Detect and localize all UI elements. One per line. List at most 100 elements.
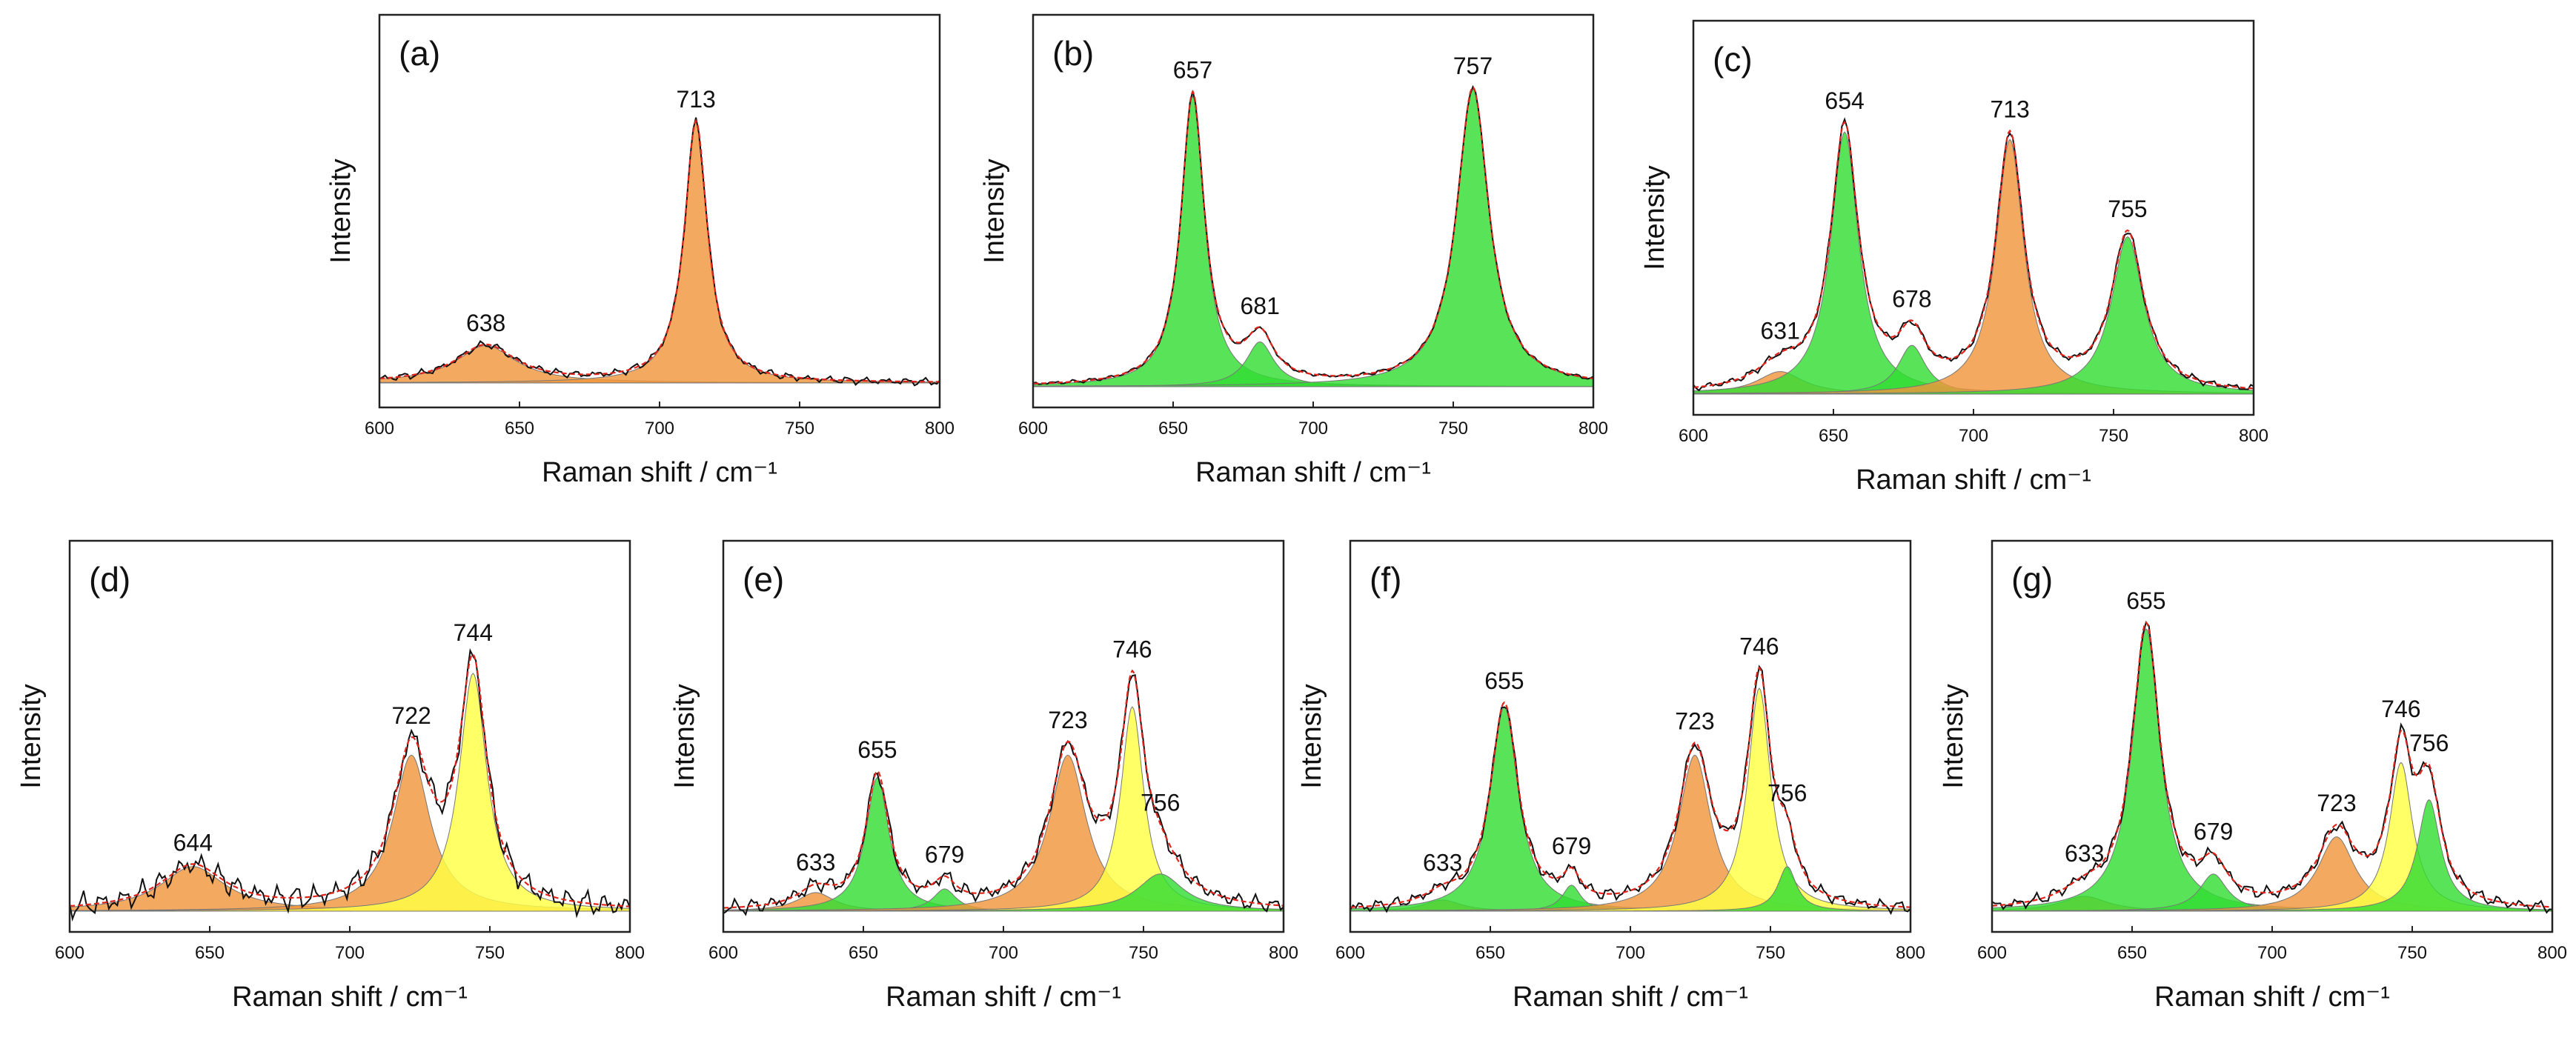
x-tick-label: 700 xyxy=(1298,419,1328,439)
x-tick-label: 600 xyxy=(1977,943,2007,963)
peak-fill xyxy=(1991,627,2553,912)
peak-label: 644 xyxy=(173,829,213,856)
fitted-envelope xyxy=(1991,621,2553,908)
plot-frame xyxy=(68,539,631,933)
x-axis-title: Raman shift / cm⁻¹ xyxy=(2154,982,2390,1013)
peak-fill xyxy=(1350,706,1911,912)
x-tick-label: 600 xyxy=(1679,426,1708,446)
peak-label: 679 xyxy=(925,842,964,868)
measured-spectrum xyxy=(723,673,1284,916)
peak-label: 657 xyxy=(1173,57,1212,84)
x-tick-label: 800 xyxy=(2537,943,2567,963)
x-tick-label: 600 xyxy=(365,419,394,439)
panel-2: 657 681 757 (b) 600 650 700 750 800 Raman shift /… xyxy=(979,13,1608,488)
y-axis-title: Intensity xyxy=(669,684,700,789)
panel-label: (c) xyxy=(1713,40,1753,79)
peak-label: 633 xyxy=(1423,850,1462,876)
peak-label: 713 xyxy=(676,86,715,113)
peak-label: 681 xyxy=(1240,293,1279,319)
peak-label: 655 xyxy=(2126,587,2165,614)
peak-fill xyxy=(1350,687,1911,912)
peak-label: 633 xyxy=(2065,840,2104,867)
panel-label: (b) xyxy=(1052,34,1094,73)
y-axis-title: Intensity xyxy=(1938,684,1969,789)
peak-label: 655 xyxy=(1484,667,1524,694)
plot-frame xyxy=(1991,539,2554,933)
x-tick-label: 750 xyxy=(1129,943,1158,963)
peak-label: 746 xyxy=(1112,636,1152,662)
x-tick-label: 650 xyxy=(1475,943,1505,963)
x-tick-label: 800 xyxy=(615,943,645,963)
fitted-envelope xyxy=(379,119,940,383)
peak-fill xyxy=(69,673,631,912)
peak-label: 631 xyxy=(1760,317,1799,344)
x-tick-label: 600 xyxy=(1018,419,1048,439)
peak-label: 756 xyxy=(1767,779,1807,806)
x-tick-label: 750 xyxy=(2397,943,2427,963)
peak-label: 678 xyxy=(1892,286,1931,313)
peak-fill xyxy=(1693,236,2254,395)
panel-5: 633 655 679 723 746 756 (e) 600 650 700 750 800 Rama… xyxy=(669,539,1298,1013)
y-axis-title: Intensity xyxy=(325,159,356,264)
y-axis-title: Intensity xyxy=(979,159,1010,264)
peak-label: 723 xyxy=(1048,707,1087,733)
x-tick-label: 750 xyxy=(2099,426,2128,446)
peak-label: 723 xyxy=(2317,790,2356,816)
x-tick-label: 700 xyxy=(335,943,365,963)
peak-label: 757 xyxy=(1453,53,1493,79)
x-tick-label: 800 xyxy=(1269,943,1298,963)
x-tick-label: 800 xyxy=(1579,419,1608,439)
peak-fill xyxy=(723,776,1284,912)
fitted-envelope xyxy=(1693,121,2254,390)
peak-label: 679 xyxy=(1552,833,1591,859)
y-axis-title: Intensity xyxy=(16,684,47,789)
measured-spectrum xyxy=(69,647,631,922)
x-tick-label: 600 xyxy=(708,943,738,963)
x-axis-title: Raman shift / cm⁻¹ xyxy=(886,982,1121,1013)
panel-label: (f) xyxy=(1370,560,1401,599)
fitted-envelope xyxy=(69,653,631,907)
panel-label: (g) xyxy=(2011,560,2053,599)
measured-spectrum xyxy=(1991,620,2553,914)
peak-label: 746 xyxy=(1739,633,1779,659)
x-tick-label: 700 xyxy=(1959,426,1988,446)
x-tick-label: 650 xyxy=(2117,943,2147,963)
peak-label: 755 xyxy=(2108,196,2147,222)
x-axis-title: Raman shift / cm⁻¹ xyxy=(232,982,468,1013)
x-tick-label: 800 xyxy=(925,419,955,439)
y-axis-title: Intensity xyxy=(1296,684,1327,789)
peak-label: 633 xyxy=(796,849,835,876)
peak-fill xyxy=(1350,754,1911,912)
panel-label: (a) xyxy=(399,34,440,73)
peak-fill xyxy=(1350,866,1911,912)
panel-3: 631 654 678 713 755 (c) 600 650 700 750 800 Raman s… xyxy=(1639,19,2268,496)
peak-label: 654 xyxy=(1825,87,1864,114)
panel-6: 633 655 679 723 746 756 (f) 600 650 700 750 800 Rama… xyxy=(1296,539,1925,1013)
peak-label: 756 xyxy=(2409,730,2449,756)
panel-7: 633 655 679 723 746 756 (g) 600 650 700 750 800 Rama… xyxy=(1938,539,2567,1013)
x-tick-label: 600 xyxy=(55,943,84,963)
x-tick-label: 650 xyxy=(849,943,878,963)
measured-spectrum xyxy=(1350,664,1911,916)
panel-4: 644 722 744 (d) 600 650 700 750 800 Raman shift /… xyxy=(16,539,645,1013)
peak-label: 655 xyxy=(857,736,897,763)
peak-fill xyxy=(379,121,940,384)
x-tick-label: 650 xyxy=(1158,419,1188,439)
measured-spectrum xyxy=(379,117,940,387)
x-tick-label: 750 xyxy=(475,943,505,963)
x-tick-label: 750 xyxy=(1756,943,1785,963)
panel-label: (d) xyxy=(89,560,130,599)
fitted-envelope xyxy=(723,669,1284,909)
x-tick-label: 650 xyxy=(505,419,534,439)
peak-label: 746 xyxy=(2381,696,2420,722)
peak-label: 638 xyxy=(466,310,505,336)
peak-label: 756 xyxy=(1141,789,1180,816)
panel-1: 638 713 (a) 600 650 700 750 800 Raman shift / cm… xyxy=(325,13,955,488)
x-axis-title: Raman shift / cm⁻¹ xyxy=(1195,457,1431,488)
x-tick-label: 650 xyxy=(1819,426,1848,446)
x-tick-label: 700 xyxy=(2257,943,2287,963)
x-tick-label: 750 xyxy=(1438,419,1468,439)
fitted-envelope xyxy=(1032,86,1594,384)
x-tick-label: 750 xyxy=(785,419,814,439)
